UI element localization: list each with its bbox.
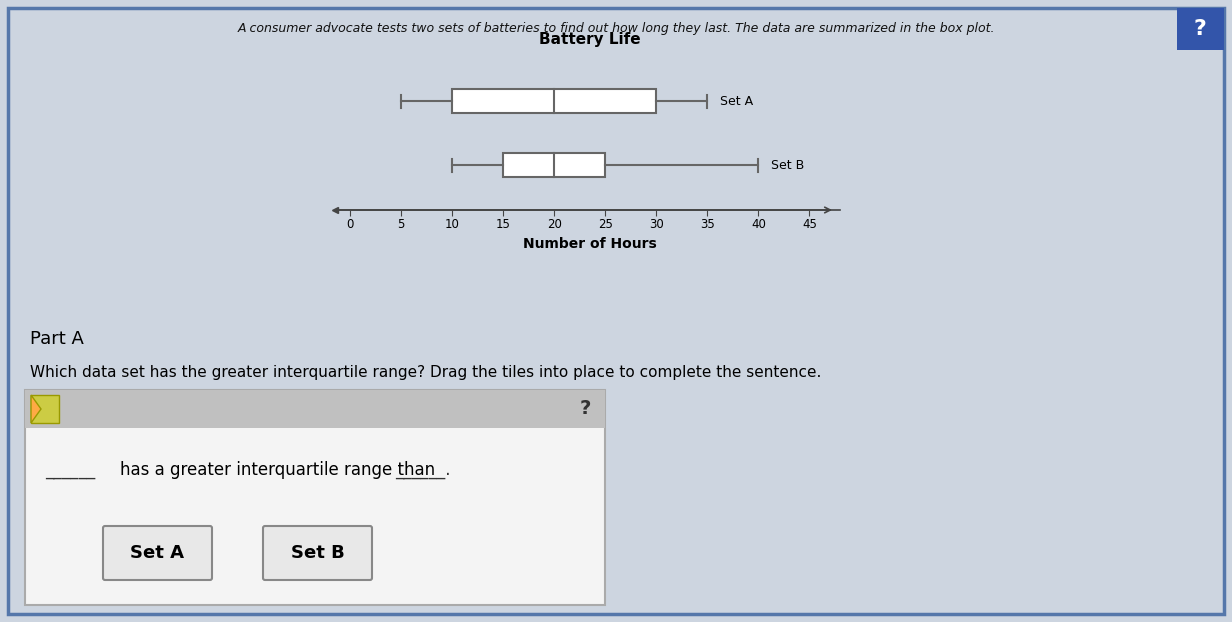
Text: has a greater interquartile range than: has a greater interquartile range than bbox=[120, 461, 435, 479]
FancyBboxPatch shape bbox=[262, 526, 372, 580]
Bar bbox=[25, 390, 605, 428]
Text: ______: ______ bbox=[46, 461, 95, 479]
Bar bbox=[31, 395, 59, 423]
Text: Set B: Set B bbox=[291, 544, 345, 562]
Text: Part A: Part A bbox=[30, 330, 84, 348]
FancyBboxPatch shape bbox=[25, 390, 605, 605]
Text: ______.: ______. bbox=[395, 461, 451, 479]
Text: Set B: Set B bbox=[770, 159, 803, 172]
Bar bbox=[1177, 8, 1225, 50]
Bar bbox=[452, 89, 657, 113]
X-axis label: Number of Hours: Number of Hours bbox=[524, 237, 657, 251]
Text: ?: ? bbox=[579, 399, 590, 419]
FancyBboxPatch shape bbox=[103, 526, 212, 580]
Bar bbox=[503, 153, 605, 177]
Text: Which data set has the greater interquartile range? Drag the tiles into place to: Which data set has the greater interquar… bbox=[30, 365, 822, 380]
Text: Set A: Set A bbox=[719, 95, 753, 108]
Text: Set A: Set A bbox=[131, 544, 185, 562]
Polygon shape bbox=[31, 395, 41, 423]
Text: ?: ? bbox=[1194, 19, 1206, 39]
Text: A consumer advocate tests two sets of batteries to find out how long they last. : A consumer advocate tests two sets of ba… bbox=[238, 22, 994, 35]
Title: Battery Life: Battery Life bbox=[540, 32, 641, 47]
